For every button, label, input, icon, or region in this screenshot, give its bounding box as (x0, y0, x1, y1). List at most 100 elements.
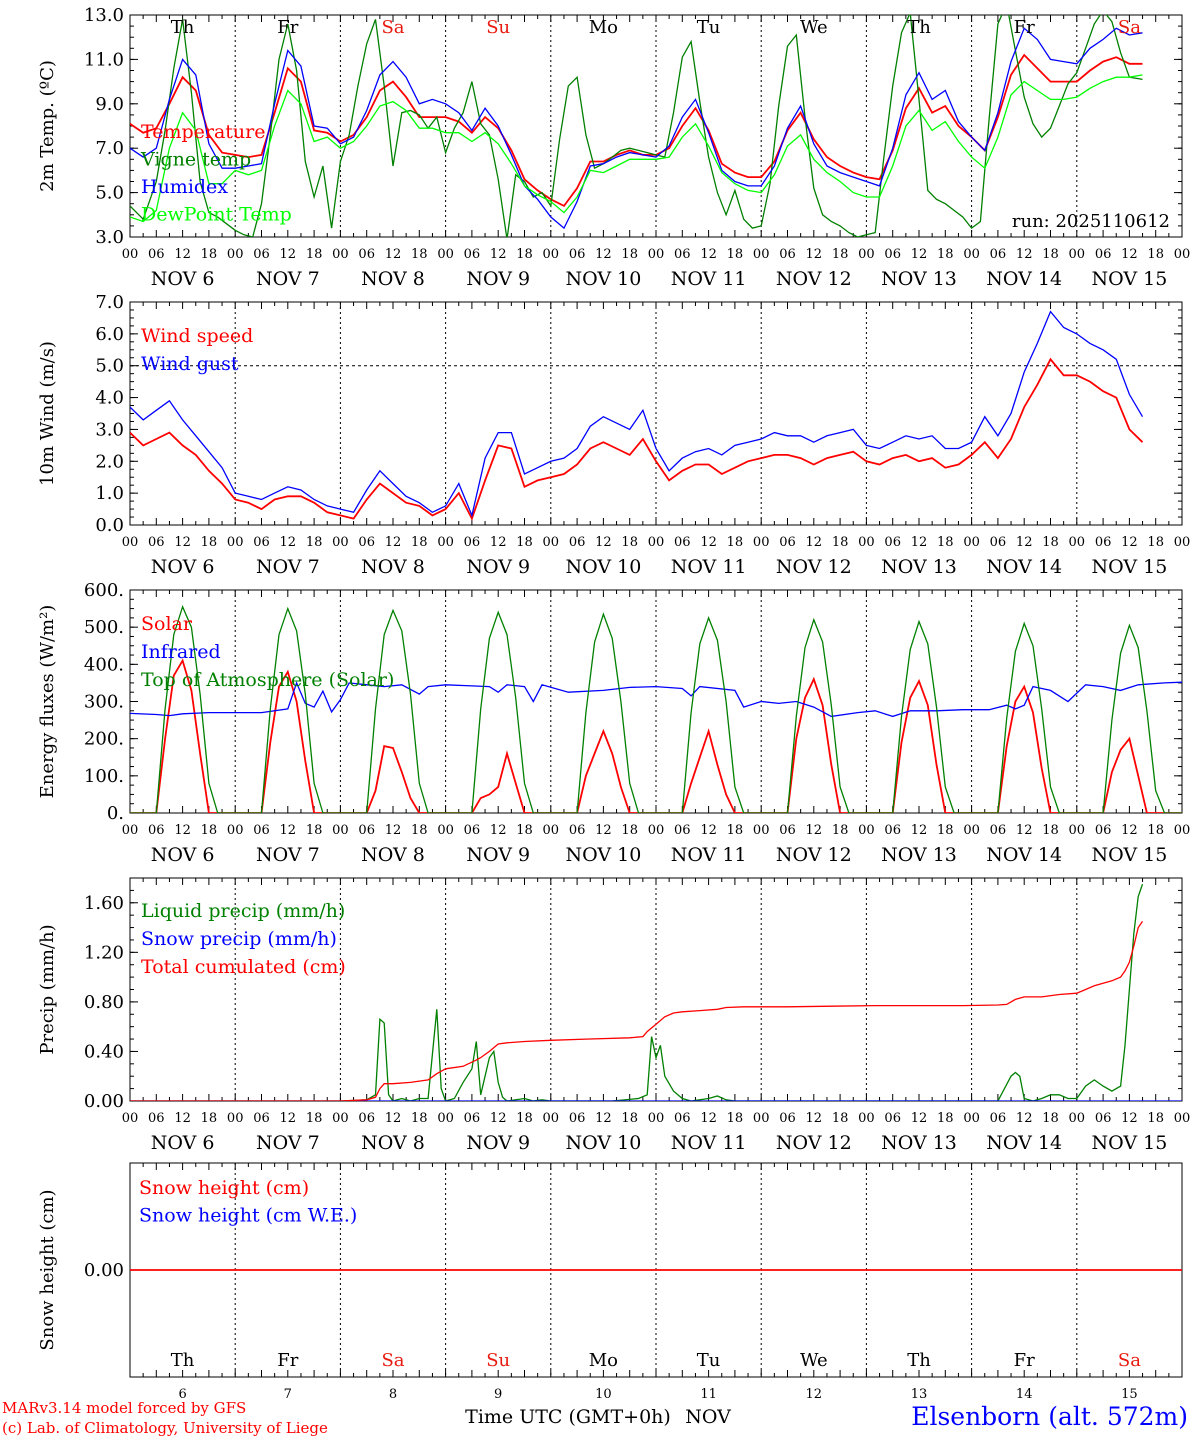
x-hour-label: 00 (648, 247, 665, 262)
day-name: Th (171, 17, 195, 38)
station-label: Elsenborn (alt. 572m) (911, 1402, 1188, 1431)
x-hour-label: 00 (753, 247, 770, 262)
x-date-label: NOV 10 (565, 268, 641, 290)
x-hour-label: 18 (621, 1111, 638, 1126)
x-date-label: NOV 7 (256, 1132, 320, 1154)
x-date-label: NOV 15 (1091, 556, 1167, 578)
x-hour-label: 06 (1095, 1111, 1112, 1126)
x-hour-label: 18 (832, 247, 849, 262)
day-number: 6 (178, 1387, 186, 1402)
x-hour-label: 06 (674, 823, 691, 838)
panel-temperature: 13.0 11.0 9.0 7.0 5.0 3.0 2m Temp. (ºC) Tempera… (37, 5, 1190, 290)
x-date-label: NOV 7 (256, 844, 320, 866)
y-tick-label: 0. (107, 803, 124, 824)
x-hour-label: 18 (1042, 823, 1059, 838)
x-hour-label: 12 (911, 247, 928, 262)
x-hour-label: 12 (700, 823, 717, 838)
x-hour-label: 00 (122, 823, 139, 838)
x-date-label: NOV 14 (986, 556, 1062, 578)
x-hour-label: 12 (806, 247, 823, 262)
x-hour-label: 00 (858, 535, 875, 550)
x-hour-label: 00 (1174, 535, 1191, 550)
x-hour-label: 18 (1042, 535, 1059, 550)
x-date-label: NOV 8 (361, 844, 425, 866)
x-hour-label: 18 (201, 823, 218, 838)
x-hour-label: 18 (727, 247, 744, 262)
legend-entry: Liquid precip (mm/h) (141, 900, 345, 922)
x-hour-label: 18 (727, 823, 744, 838)
x-date-label: NOV 12 (776, 1132, 852, 1154)
day-name: Fr (1014, 17, 1035, 38)
x-hour-label: 18 (937, 1111, 954, 1126)
x-hour-label: 06 (358, 1111, 375, 1126)
x-hour-label: 06 (148, 247, 165, 262)
day-number: 9 (494, 1387, 502, 1402)
x-date-label: NOV 13 (881, 844, 957, 866)
x-hour-label: 12 (280, 1111, 297, 1126)
x-hour-label: 06 (358, 823, 375, 838)
x-hour-label: 12 (490, 535, 507, 550)
x-hour-label: 18 (621, 823, 638, 838)
y-tick-label: 300. (84, 692, 124, 713)
x-hour-label: 00 (437, 535, 454, 550)
series-line-wind-speed (130, 357, 1144, 521)
x-hour-label: 18 (1147, 823, 1164, 838)
x-hour-label: 00 (1069, 247, 1086, 262)
x-hour-label: 00 (122, 1111, 139, 1126)
x-hour-label: 18 (832, 823, 849, 838)
y-tick-label: 3.0 (95, 227, 124, 248)
x-date-label: NOV 14 (986, 1132, 1062, 1154)
x-hour-label: 00 (437, 823, 454, 838)
x-hour-label: 00 (858, 247, 875, 262)
day-name: Sa (1118, 1350, 1141, 1371)
x-date-label: NOV 15 (1091, 268, 1167, 290)
x-hour-label: 06 (569, 535, 586, 550)
x-date-label: NOV 6 (151, 1132, 215, 1154)
day-number: 7 (284, 1387, 292, 1402)
x-hour-label: 00 (963, 1111, 980, 1126)
x-hour-label: 06 (569, 1111, 586, 1126)
legend-entry: Snow height (cm) (139, 1177, 309, 1199)
x-date-label: NOV 15 (1091, 1132, 1167, 1154)
y-tick-label: 0.80 (84, 992, 124, 1013)
x-hour-label: 00 (963, 247, 980, 262)
x-hour-label: 18 (516, 247, 533, 262)
x-hour-label: 06 (884, 1111, 901, 1126)
x-date-label: NOV 6 (151, 268, 215, 290)
x-hour-label: 06 (674, 535, 691, 550)
day-name: Sa (381, 1350, 404, 1371)
x-hour-label: 06 (779, 535, 796, 550)
y-tick-label: 11.0 (84, 49, 124, 70)
x-hour-label: 18 (516, 1111, 533, 1126)
y-tick-label: 100. (84, 766, 124, 787)
x-hour-label: 06 (464, 535, 481, 550)
x-hour-label: 12 (1016, 823, 1033, 838)
run-label: run: 2025110612 (1012, 211, 1170, 232)
series-line-vigne-temp (130, 15, 1143, 237)
x-hour-label: 00 (227, 247, 244, 262)
x-hour-label: 12 (174, 535, 191, 550)
y-tick-label: 7.0 (95, 138, 124, 159)
x-hour-label: 06 (779, 823, 796, 838)
x-date-label: NOV 12 (776, 556, 852, 578)
x-hour-label: 12 (806, 823, 823, 838)
y-tick-label: 0.0 (95, 515, 124, 536)
x-hour-label: 18 (201, 535, 218, 550)
x-hour-label: 12 (700, 247, 717, 262)
series-line-temperature (130, 53, 1143, 208)
x-hour-label: 06 (253, 247, 270, 262)
x-date-label: NOV 6 (151, 844, 215, 866)
x-date-label: NOV 9 (466, 1132, 530, 1154)
x-date-label: NOV 12 (776, 268, 852, 290)
day-number: 10 (595, 1387, 612, 1402)
y-axis-label: 10m Wind (m/s) (37, 341, 58, 486)
day-number: 12 (806, 1387, 823, 1402)
y-axis-label: Energy fluxes (W/m²) (37, 605, 58, 799)
x-hour-label: 18 (411, 1111, 428, 1126)
x-hour-label: 00 (227, 1111, 244, 1126)
y-tick-label: 200. (84, 729, 124, 750)
x-date-label: NOV 9 (466, 268, 530, 290)
y-axis-label: Precip (mm/h) (37, 924, 58, 1054)
x-date-label: NOV 6 (151, 556, 215, 578)
day-name: Su (486, 1350, 510, 1371)
